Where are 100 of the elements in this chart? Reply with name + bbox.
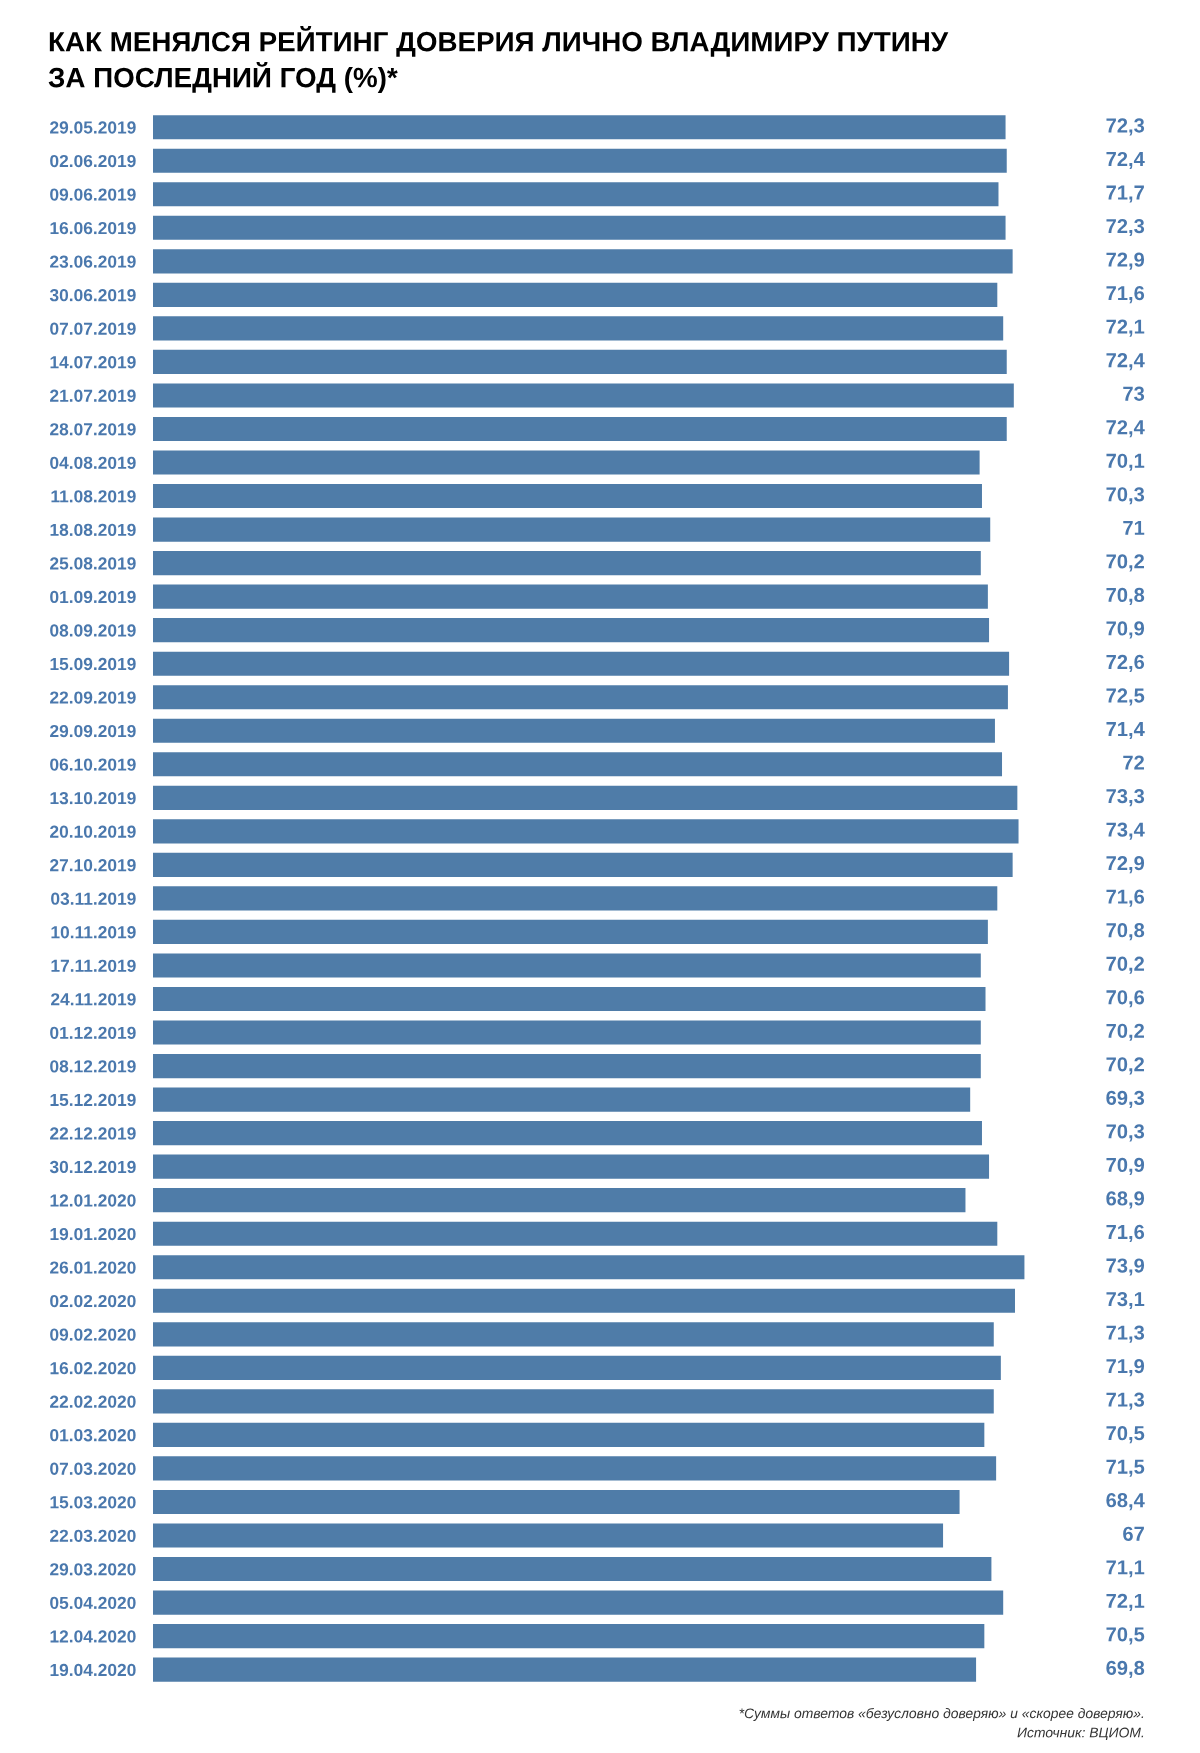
data-label: 70,9 <box>1106 1157 1145 1175</box>
bar <box>153 517 991 542</box>
data-label: 71,6 <box>1106 1224 1145 1243</box>
data-label: 72,1 <box>1106 1593 1145 1611</box>
y-tick-label: 24.11.2019 <box>51 993 136 1006</box>
y-tick-label: 05.04.2020 <box>50 1596 136 1610</box>
data-label: 73 <box>1123 386 1145 401</box>
data-label: 72,4 <box>1106 353 1145 371</box>
y-tick-label: 30.06.2019 <box>49 289 136 302</box>
data-label: 68,4 <box>1106 1493 1145 1511</box>
y-tick-label: 12.01.2020 <box>50 1194 136 1207</box>
bar <box>153 1556 992 1582</box>
y-tick-label: 15.09.2019 <box>50 657 136 671</box>
y-tick-label: 20.10.2019 <box>50 825 136 838</box>
bar <box>153 919 988 945</box>
bar <box>153 1221 998 1246</box>
y-tick-label: 15.03.2020 <box>50 1496 136 1509</box>
data-label: 72,3 <box>1106 218 1145 237</box>
bar <box>153 1389 994 1414</box>
bar <box>153 1255 1025 1280</box>
bar <box>153 685 1008 710</box>
data-label: 70,1 <box>1106 453 1145 471</box>
data-label: 70,2 <box>1106 1023 1144 1041</box>
data-label: 72 <box>1123 755 1144 770</box>
y-tick-label: 09.02.2020 <box>50 1328 136 1341</box>
data-label: 70,6 <box>1106 990 1145 1008</box>
data-label: 71,6 <box>1106 286 1145 304</box>
bar <box>153 115 1006 140</box>
y-tick-label: 29.03.2020 <box>50 1563 136 1576</box>
bar <box>153 1523 944 1548</box>
data-label: 72,4 <box>1106 420 1145 438</box>
bar <box>153 618 990 643</box>
data-label: 71,5 <box>1106 1459 1145 1477</box>
bar <box>153 483 982 509</box>
bar <box>153 1020 981 1045</box>
bar <box>153 953 981 978</box>
data-label: 68,9 <box>1106 1191 1145 1209</box>
y-tick-label: 01.09.2019 <box>50 590 136 604</box>
bar <box>153 148 1007 173</box>
bar <box>153 986 986 1012</box>
y-tick-label: 22.02.2020 <box>50 1395 136 1408</box>
text: *Суммы ответов «безусловно доверяю» и «скорее доверяю». <box>739 1707 1144 1721</box>
data-label: 71,1 <box>1106 1560 1145 1578</box>
bar <box>153 1087 971 1112</box>
bar <box>153 1288 1015 1313</box>
y-tick-label: 12.04.2020 <box>50 1630 136 1643</box>
data-label: 70,9 <box>1106 621 1145 639</box>
y-tick-label: 10.11.2019 <box>51 926 136 939</box>
y-tick-label: 02.02.2020 <box>50 1294 136 1308</box>
bar <box>153 1322 994 1347</box>
bar <box>153 1154 990 1179</box>
y-tick-label: 26.01.2020 <box>50 1261 136 1274</box>
data-label: 73,3 <box>1106 788 1145 807</box>
y-tick-label: 07.07.2019 <box>50 322 136 335</box>
data-label: 70,2 <box>1106 956 1144 974</box>
bar <box>153 584 988 609</box>
data-label: 72,1 <box>1106 319 1145 337</box>
y-tick-label: 22.09.2019 <box>50 691 136 704</box>
y-tick-label: 19.01.2020 <box>50 1227 136 1241</box>
bar <box>153 651 1010 676</box>
data-label: 70,8 <box>1106 923 1145 941</box>
bar <box>153 752 1003 777</box>
bar <box>153 551 981 576</box>
y-tick-label: 17.11.2019 <box>51 959 136 972</box>
data-label: 72,5 <box>1106 688 1145 706</box>
bar <box>153 249 1013 274</box>
data-label: 71,3 <box>1106 1392 1145 1410</box>
data-label: 73,1 <box>1106 1291 1145 1310</box>
data-label: 72,9 <box>1106 856 1145 874</box>
y-tick-label: 01.03.2020 <box>50 1429 136 1442</box>
data-label: 71,7 <box>1106 185 1144 203</box>
data-label: 70,3 <box>1106 487 1145 505</box>
bar <box>153 886 998 911</box>
chart-title: КАК МЕНЯЛСЯ РЕЙТИНГ ДОВЕРИЯ ЛИЧНО ВЛАДИМИРУ ПУТИНУ ЗА ПОСЛЕДНИЙ ГОД (%)* <box>48 26 949 93</box>
bar <box>153 1489 960 1515</box>
bar <box>153 282 998 307</box>
bar <box>153 215 1006 240</box>
bar <box>153 1624 985 1649</box>
bar <box>153 182 999 207</box>
y-tick-label: 25.08.2019 <box>50 557 136 570</box>
data-label: 71,3 <box>1106 1325 1145 1343</box>
data-label: 70,2 <box>1106 554 1144 572</box>
data-label: 73,9 <box>1106 1258 1145 1276</box>
bar <box>153 1456 997 1481</box>
y-tick-label: 14.07.2019 <box>50 356 136 369</box>
data-label: 70,5 <box>1106 1426 1145 1444</box>
data-label: 70,5 <box>1106 1627 1145 1645</box>
bar <box>153 1355 1001 1380</box>
text: Источник: ВЦИОМ. <box>1017 1727 1144 1741</box>
data-label: 69,3 <box>1106 1090 1145 1108</box>
y-tick-label: 29.09.2019 <box>50 724 136 738</box>
data-label: 69,8 <box>1106 1660 1145 1678</box>
y-tick-label: 16.06.2019 <box>50 221 136 235</box>
bar <box>153 416 1007 442</box>
data-label: 71,9 <box>1106 1358 1145 1377</box>
y-tick-label: 22.03.2020 <box>50 1529 136 1542</box>
y-tick-label: 08.09.2019 <box>50 624 136 637</box>
data-label: 70,3 <box>1106 1124 1145 1142</box>
data-label: 72,4 <box>1106 151 1145 170</box>
bar <box>153 349 1007 374</box>
